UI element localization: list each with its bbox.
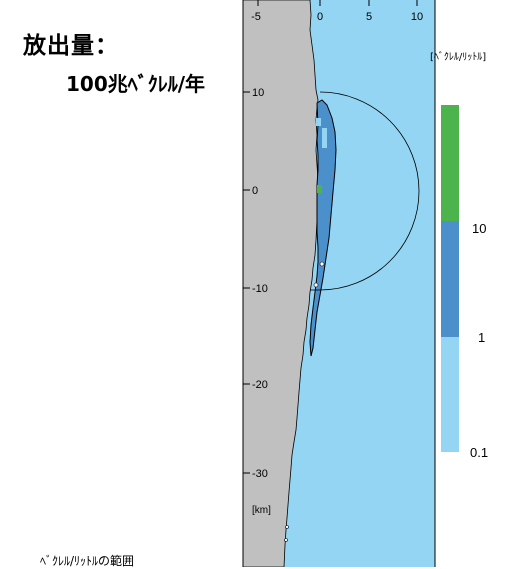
colorbar-label: 1	[478, 330, 486, 345]
x-tick-label: -5	[251, 11, 261, 23]
y-axis	[243, 91, 250, 474]
colorbar-band-0.1-1	[441, 337, 459, 452]
title-line1: 放出量：	[23, 33, 119, 59]
plume-gap	[316, 118, 321, 126]
y-tick-label: 0	[252, 185, 258, 197]
radius-10km-arc	[319, 91, 420, 291]
colorbar-label: 0.1	[470, 445, 489, 460]
island-marker	[313, 282, 319, 288]
plume-above-10	[317, 185, 322, 193]
x-axis	[257, 0, 418, 6]
colorbar-label: 10	[472, 221, 487, 236]
x-tick-label: 0	[317, 11, 323, 23]
y-tick-label: -20	[252, 379, 268, 391]
y-tick-label: 10	[252, 87, 264, 99]
plume-gap	[322, 128, 327, 148]
colorbar-band-above-10	[441, 105, 459, 221]
legend-unit: [ﾍﾞｸﾚﾙ/ﾘｯﾄﾙ]	[430, 52, 487, 63]
land-area	[243, 0, 319, 567]
island-marker	[285, 525, 289, 529]
x-tick-label: 10	[411, 11, 423, 23]
y-tick-label: -30	[252, 468, 268, 480]
colorbar-band-1-10	[441, 221, 459, 337]
y-tick-label: -10	[252, 283, 268, 295]
x-tick-label: 5	[366, 11, 372, 23]
title-line2: 100兆ﾍﾞｸﾚﾙ/年	[66, 72, 206, 96]
axis-unit-label: [km]	[252, 505, 271, 516]
footer-caption: ﾍﾞｸﾚﾙ/ﾘｯﾄﾙの範囲	[40, 554, 135, 568]
island-marker	[284, 538, 288, 542]
island-marker	[319, 261, 325, 267]
